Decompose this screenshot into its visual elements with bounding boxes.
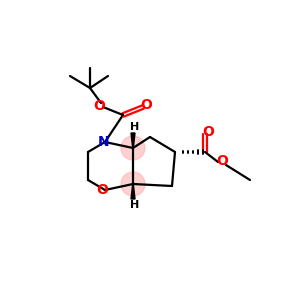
Text: H: H	[130, 200, 140, 210]
Text: N: N	[98, 135, 110, 149]
Circle shape	[121, 172, 145, 196]
Text: O: O	[216, 154, 228, 168]
Text: O: O	[140, 98, 152, 112]
Text: O: O	[96, 183, 108, 197]
Polygon shape	[131, 133, 135, 148]
Text: O: O	[202, 125, 214, 139]
Text: H: H	[130, 122, 140, 132]
Polygon shape	[131, 184, 135, 199]
Text: O: O	[93, 99, 105, 113]
Circle shape	[121, 136, 145, 160]
